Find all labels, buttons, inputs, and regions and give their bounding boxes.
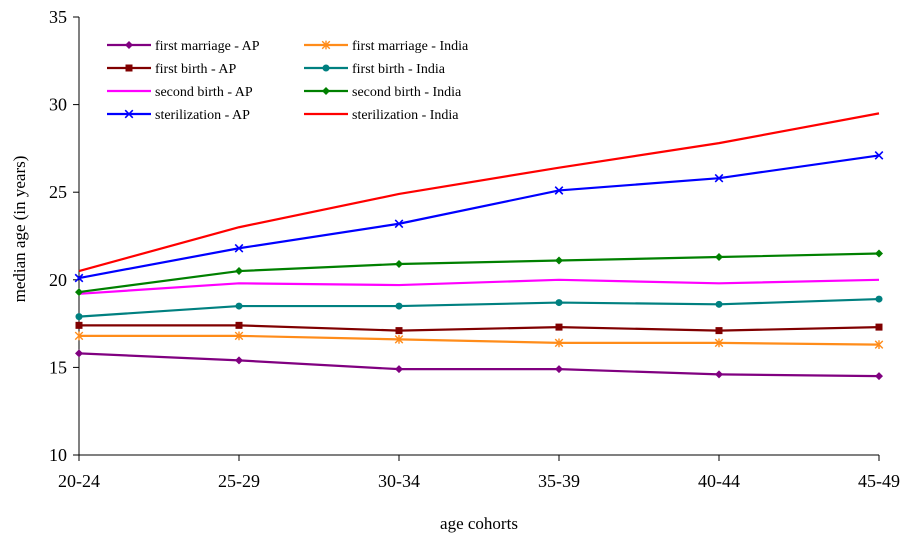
series-sterilization-ap — [74, 151, 884, 283]
data-point — [395, 260, 403, 269]
legend-marker — [322, 87, 330, 95]
axes: 10 15 20 25 30 35 20-24 25-29 30-34 35-39 40-44 45-… — [49, 7, 900, 491]
series-line — [78, 297, 880, 318]
legend-item-first-marriage-ap: first marriage - AP — [107, 39, 260, 54]
legend-item-first-birth-ap: first birth - AP — [107, 62, 236, 77]
axis-labels: age cohorts median age (in years) — [10, 156, 518, 533]
legend-marker — [321, 40, 331, 50]
legend-item-second-birth-india: second birth - India — [304, 85, 462, 100]
series-first-marriage-ap — [75, 349, 883, 381]
x-tick-label: 45-49 — [858, 471, 900, 491]
data-point — [554, 186, 564, 195]
legend-item-first-birth-india: first birth - India — [304, 62, 446, 77]
data-point — [555, 299, 563, 307]
x-tick-label: 25-29 — [218, 471, 260, 491]
legend-item-sterilization-ap: sterilization - AP — [107, 108, 250, 123]
series-line — [78, 154, 880, 280]
x-tick-label: 20-24 — [58, 471, 100, 491]
series-second-birth-ap — [78, 278, 880, 295]
data-point — [555, 323, 563, 331]
legend-marker — [125, 41, 133, 49]
data-point — [554, 338, 564, 348]
series-line — [78, 112, 880, 273]
data-point — [394, 219, 404, 229]
data-point — [235, 321, 243, 329]
legend: first marriage - AP first marriage - Indi… — [107, 39, 469, 123]
data-point — [235, 356, 243, 365]
series-first-birth-india — [75, 295, 883, 321]
series-line — [79, 324, 880, 332]
data-point — [75, 321, 83, 329]
legend-marker — [322, 64, 330, 72]
data-point — [74, 331, 84, 341]
legend-label: first birth - AP — [155, 62, 236, 77]
data-point — [714, 173, 724, 183]
data-point — [715, 370, 723, 379]
data-point — [395, 302, 403, 310]
x-tick-label: 40-44 — [698, 471, 740, 491]
data-point — [714, 338, 724, 348]
data-point — [75, 349, 83, 358]
series-second-birth-india — [75, 249, 883, 297]
legend-label: first marriage - AP — [155, 39, 260, 54]
series-first-marriage-india — [74, 331, 884, 350]
y-axis-title: median age (in years) — [10, 156, 29, 303]
data-point — [74, 273, 84, 283]
data-point — [555, 256, 563, 265]
legend-label: second birth - AP — [155, 85, 253, 100]
legend-marker — [124, 109, 134, 119]
legend-label: first birth - India — [352, 62, 446, 77]
y-tick-label: 10 — [49, 445, 67, 465]
data-point — [395, 327, 403, 335]
data-point — [715, 327, 723, 335]
x-axis-title: age cohorts — [440, 514, 518, 533]
data-point — [394, 334, 404, 344]
data-point — [395, 365, 403, 374]
series-line — [79, 334, 880, 346]
data-point — [715, 253, 723, 262]
data-point — [715, 300, 723, 308]
data-point — [875, 249, 883, 258]
series-line — [78, 352, 880, 378]
y-tick-label: 30 — [49, 95, 67, 115]
data-point — [235, 267, 243, 276]
legend-label: first marriage - India — [352, 39, 469, 54]
data-point — [234, 243, 244, 253]
legend-marker — [125, 64, 133, 72]
data-point — [874, 340, 884, 350]
data-point — [874, 151, 884, 160]
y-tick-label: 35 — [49, 7, 67, 27]
x-tick-label: 35-39 — [538, 471, 580, 491]
data-point — [75, 288, 83, 297]
series-line — [78, 252, 880, 294]
y-tick-label: 15 — [49, 357, 67, 377]
legend-item-first-marriage-india: first marriage - India — [304, 39, 469, 54]
data-point — [875, 372, 883, 381]
legend-label: second birth - India — [352, 85, 462, 100]
data-point — [234, 331, 244, 341]
legend-label: sterilization - India — [352, 108, 459, 123]
legend-item-second-birth-ap: second birth - AP — [107, 85, 253, 100]
data-point — [235, 302, 243, 310]
y-tick-label: 25 — [49, 182, 67, 202]
data-point — [555, 365, 563, 374]
data-point — [875, 323, 883, 331]
series-line — [78, 278, 880, 295]
series-sterilization-india — [78, 112, 880, 273]
plot-series — [74, 112, 884, 381]
x-tick-label: 30-34 — [378, 471, 420, 491]
legend-label: sterilization - AP — [155, 108, 250, 123]
series-first-birth-ap — [75, 321, 883, 335]
y-tick-label: 20 — [49, 270, 67, 290]
data-point — [75, 313, 83, 321]
data-point — [875, 295, 883, 303]
legend-item-sterilization-india: sterilization - India — [304, 108, 459, 123]
